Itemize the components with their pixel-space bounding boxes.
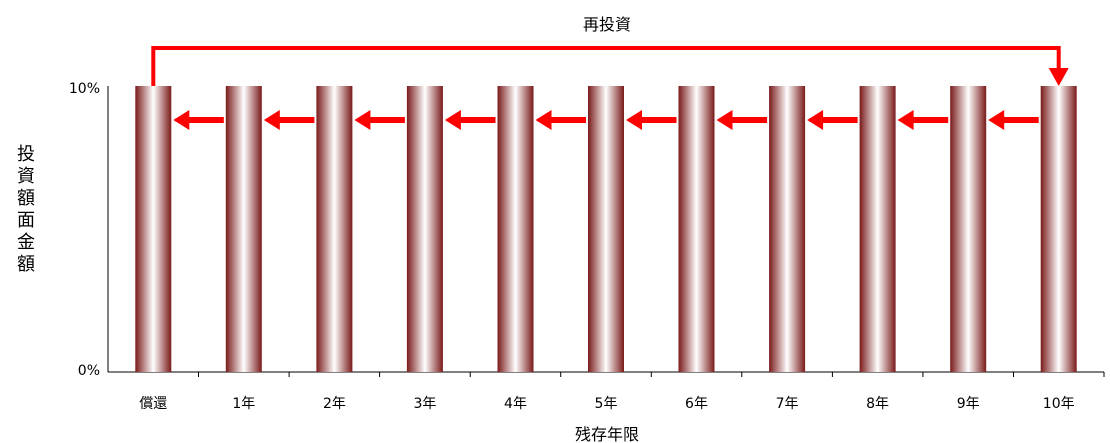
shift-arrow bbox=[535, 110, 586, 130]
bar-5 bbox=[588, 86, 624, 372]
shift-arrows-group bbox=[173, 110, 1039, 130]
bar-1 bbox=[225, 86, 262, 372]
bar-4 bbox=[497, 86, 534, 372]
shift-arrow bbox=[444, 110, 496, 130]
x-tick-label: 7年 bbox=[776, 396, 799, 412]
bars-group bbox=[135, 86, 1077, 372]
x-ticks-group: 償還 1年 2年 3年 4年 5年 6年 7年 8年 9年 10年 bbox=[139, 372, 1105, 412]
x-tick-label: 6年 bbox=[685, 396, 708, 412]
x-tick-label: 2年 bbox=[323, 396, 346, 412]
shift-arrow bbox=[988, 110, 1039, 130]
shift-arrow bbox=[807, 110, 858, 130]
shift-arrow bbox=[897, 110, 949, 130]
bar-3 bbox=[406, 86, 443, 372]
x-tick-label: 8年 bbox=[866, 396, 889, 412]
x-tick-label: 4年 bbox=[504, 396, 527, 412]
shift-arrow bbox=[173, 110, 224, 130]
x-tick-label: 3年 bbox=[413, 396, 436, 412]
y-tick-10: 10% bbox=[69, 81, 100, 97]
bar-6 bbox=[678, 86, 715, 372]
x-tick-label: 1年 bbox=[232, 396, 255, 412]
x-tick-label: 5年 bbox=[595, 396, 618, 412]
x-axis-label: 残存年限 bbox=[575, 425, 639, 443]
x-tick-label: 9年 bbox=[957, 396, 980, 412]
bar-2 bbox=[316, 86, 353, 372]
bar-8 bbox=[859, 86, 896, 372]
bar-9 bbox=[950, 86, 987, 372]
x-tick-label: 償還 bbox=[139, 396, 167, 412]
chart-title: 再投資 bbox=[583, 15, 631, 34]
bar-7 bbox=[769, 86, 806, 372]
shift-arrow bbox=[716, 110, 768, 130]
y-tick-0: 0% bbox=[78, 363, 100, 379]
shift-arrow bbox=[626, 110, 677, 130]
bar-0 bbox=[135, 86, 172, 372]
x-tick-label: 10年 bbox=[1043, 396, 1075, 412]
svg-text:投資額面金額: 投資額面金額 bbox=[17, 144, 35, 275]
shift-arrow bbox=[263, 110, 315, 130]
bar-10 bbox=[1040, 86, 1077, 372]
y-axis-label: 投資額面金額 bbox=[17, 144, 35, 275]
reinvest-arrow bbox=[151, 46, 1069, 86]
shift-arrow bbox=[354, 110, 405, 130]
